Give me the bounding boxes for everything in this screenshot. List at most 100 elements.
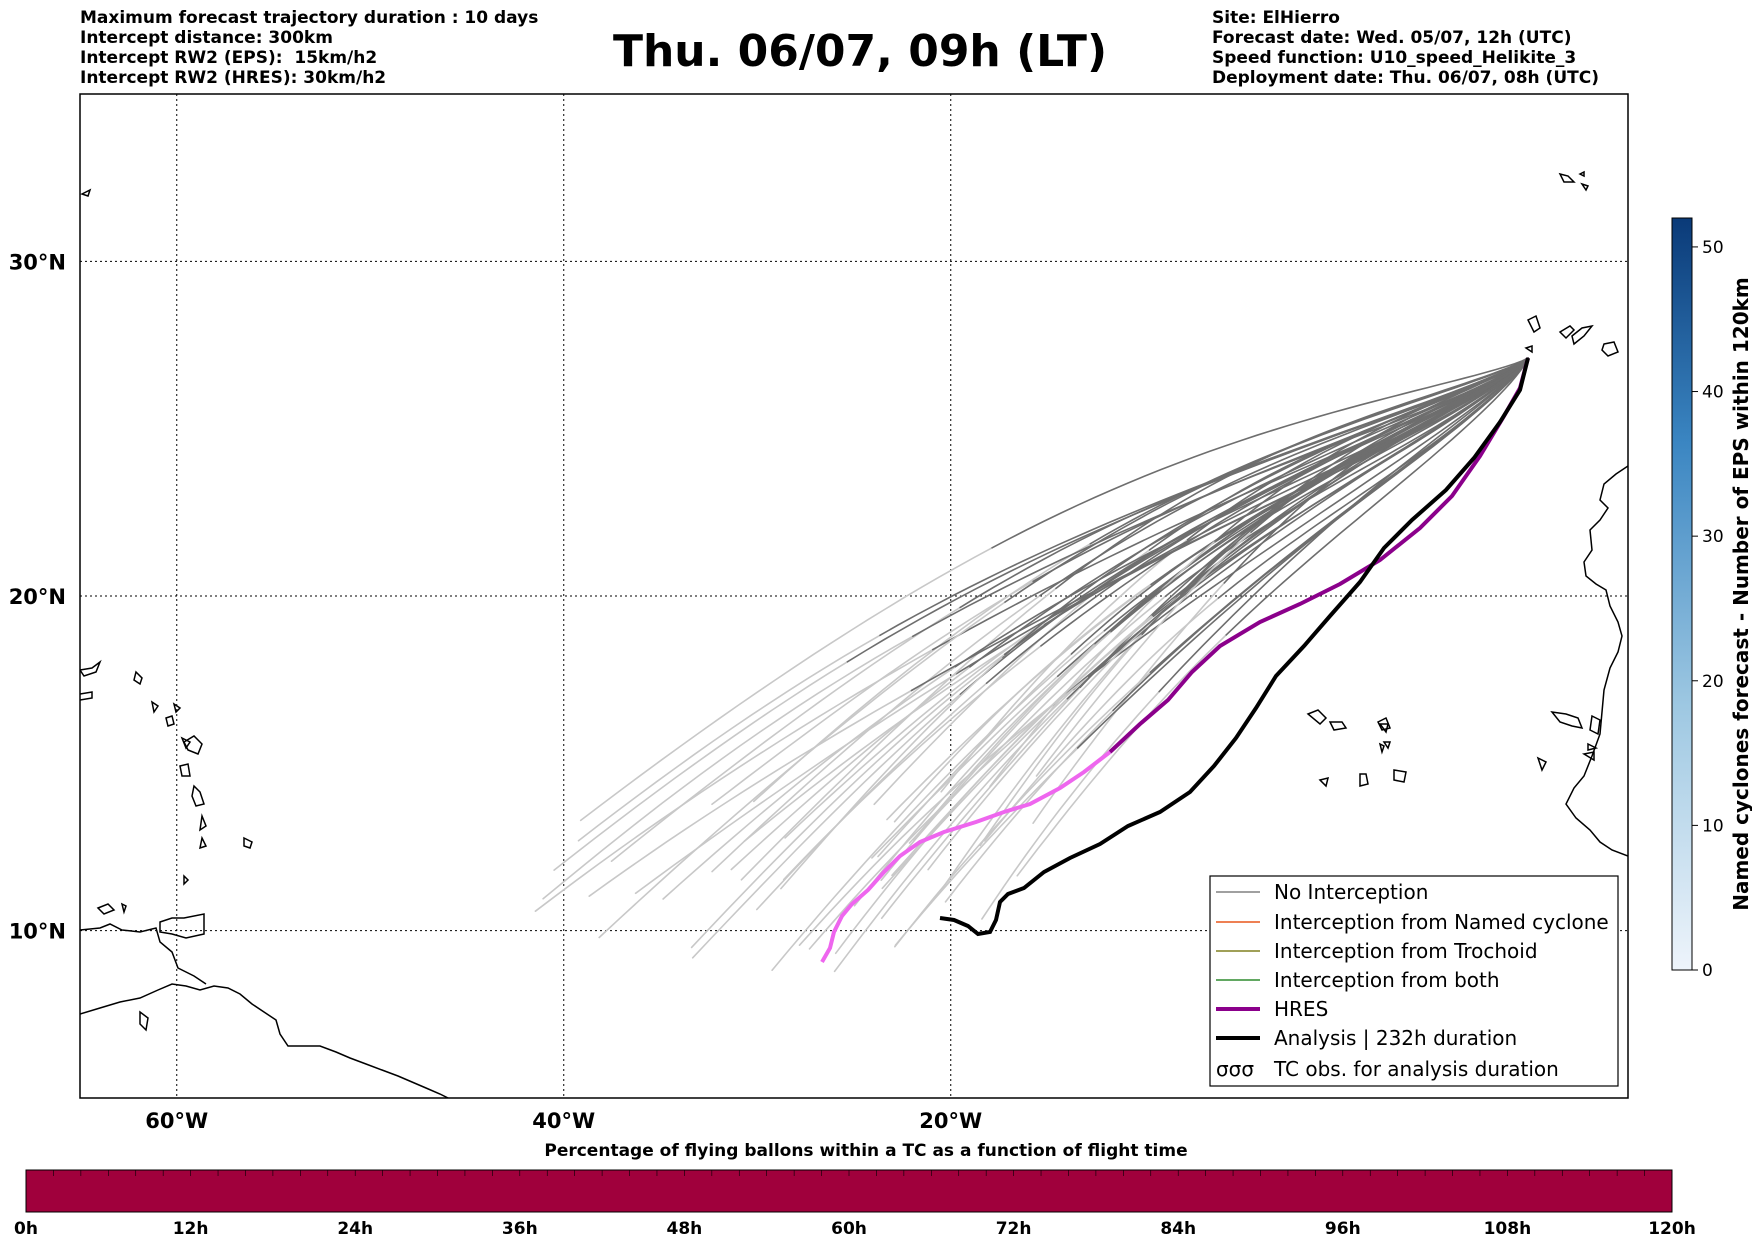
- eps-member-late: [730, 666, 971, 871]
- eps-member-late: [927, 594, 1182, 871]
- eps-member: [1066, 357, 1529, 700]
- trinidad: [159, 913, 205, 939]
- antilles-6: [165, 715, 175, 727]
- eps-member-late: [834, 614, 1154, 955]
- eps-member: [985, 357, 1529, 684]
- antilles-8: [120, 902, 127, 915]
- bermuda-like: [80, 188, 92, 197]
- param-line: Intercept RW2 (EPS): 15km/h2: [80, 48, 378, 68]
- colorbar-label: Named cyclones forecast - Number of EPS …: [1729, 277, 1752, 911]
- eps-member-late: [983, 597, 1220, 842]
- longitude-label: 20°W: [919, 1109, 982, 1133]
- madeira-2: [1580, 182, 1590, 192]
- eps-member-late: [894, 747, 1079, 946]
- cape-verde-2: [1589, 714, 1601, 736]
- eps-member-late: [588, 689, 913, 897]
- flight-time-tick: 84h: [1160, 1219, 1196, 1239]
- cape-verde-14: [1393, 769, 1407, 783]
- eps-member-late: [711, 594, 1041, 873]
- flight-time-tick: 24h: [337, 1219, 373, 1239]
- canary-4: [1601, 341, 1619, 357]
- flight-time-colorbar: Percentage of flying ballons within a TC…: [14, 1141, 1696, 1239]
- eps-member-late: [780, 656, 1004, 890]
- eps-member-late: [743, 623, 1046, 842]
- eps-member-late: [979, 633, 1143, 847]
- eps-member-late: [894, 671, 1152, 948]
- param-line: Intercept distance: 300km: [80, 28, 333, 48]
- eps-trajectories: [534, 357, 1529, 973]
- antilles-1: [80, 659, 102, 677]
- eps-member-late: [880, 686, 1082, 919]
- martinique: [191, 784, 205, 807]
- eps-member-late: [1035, 531, 1252, 777]
- forecast-parameters: Maximum forecast trajectory duration : 1…: [80, 8, 538, 88]
- africa-coast: [1565, 465, 1628, 857]
- eps-member-late: [940, 612, 1162, 892]
- eps-member-late: [1016, 634, 1227, 877]
- antilles-2: [80, 691, 93, 701]
- canary-2: [1558, 325, 1576, 340]
- canary-1: [1526, 314, 1541, 334]
- eps-member: [1225, 357, 1529, 636]
- canary-3: [1571, 324, 1594, 346]
- eps-member-late: [880, 637, 1105, 881]
- cape-verde-7: [1328, 721, 1348, 731]
- flight-time-tick: 12h: [173, 1219, 209, 1239]
- cape-verde-8: [1376, 716, 1392, 731]
- latitude-label: 10°N: [9, 920, 66, 944]
- flight-time-tick: 60h: [831, 1219, 867, 1239]
- cape-verde-12: [1318, 776, 1330, 788]
- eps-member-late: [579, 547, 993, 822]
- eps-member: [1088, 357, 1529, 678]
- site-line: Speed function: U10_speed_Helikite_3: [1212, 48, 1577, 68]
- legend-item-analysis: Analysis | 232h duration: [1274, 1026, 1517, 1050]
- eps-member: [1214, 357, 1529, 542]
- tc-symbol-icon: σσσ: [1216, 1057, 1254, 1081]
- eps-member-late: [944, 709, 1114, 903]
- eps-member: [846, 357, 1529, 663]
- eps-member-late: [833, 697, 1069, 973]
- legend-item-named-cyclone: Interception from Named cyclone: [1274, 910, 1609, 934]
- legend-item-trochoid: Interception from Trochoid: [1274, 939, 1538, 963]
- south-america-coast: [80, 983, 450, 1098]
- analysis-trajectory: [939, 357, 1530, 937]
- colorbar-tick-label: 0: [1702, 961, 1713, 981]
- cape-verde-11: [1378, 742, 1385, 755]
- param-line: Maximum forecast trajectory duration : 1…: [80, 8, 539, 28]
- flight-time-tick: 72h: [996, 1219, 1032, 1239]
- grenada: [183, 874, 190, 886]
- eps-member: [1250, 357, 1529, 533]
- latitude-label: 20°N: [9, 585, 66, 609]
- cape-verde-3: [1581, 751, 1595, 762]
- eps-member-late: [740, 587, 1057, 881]
- flight-time-tick: 120h: [1648, 1219, 1696, 1239]
- eps-member-late: [691, 693, 962, 959]
- eps-member: [932, 357, 1529, 651]
- tobago: [96, 903, 116, 915]
- antilles-4: [150, 700, 160, 714]
- eps-member-late: [542, 635, 914, 900]
- eps-member-late: [808, 703, 1055, 950]
- param-line: Intercept RW2 (HRES): 30km/h2: [80, 68, 387, 88]
- site-line: Site: ElHierro: [1212, 8, 1340, 28]
- margarita: [139, 1010, 149, 1032]
- eps-member: [1001, 357, 1529, 658]
- eps-member: [1004, 357, 1529, 603]
- flight-time-tick: 96h: [1325, 1219, 1361, 1239]
- site-line: Forecast date: Wed. 05/07, 12h (UTC): [1212, 28, 1572, 48]
- eps-member: [991, 357, 1529, 549]
- guadeloupe: [183, 735, 203, 755]
- page-title: Thu. 06/07, 09h (LT): [612, 26, 1108, 77]
- colorbar-tick-label: 10: [1702, 816, 1724, 836]
- eps-member-late: [784, 625, 1040, 839]
- legend-item-hres: HRES: [1274, 997, 1328, 1021]
- site-info: Site: ElHierro Forecast date: Wed. 05/07…: [1212, 8, 1599, 88]
- barbados: [243, 836, 253, 849]
- legend-item-no-interception: No Interception: [1274, 880, 1428, 904]
- eps-member-late: [908, 595, 1167, 844]
- eps-member-late: [756, 682, 988, 911]
- legend-box: [1209, 875, 1619, 1087]
- cape-verde-5: [1536, 756, 1548, 772]
- eps-member-late: [577, 634, 881, 842]
